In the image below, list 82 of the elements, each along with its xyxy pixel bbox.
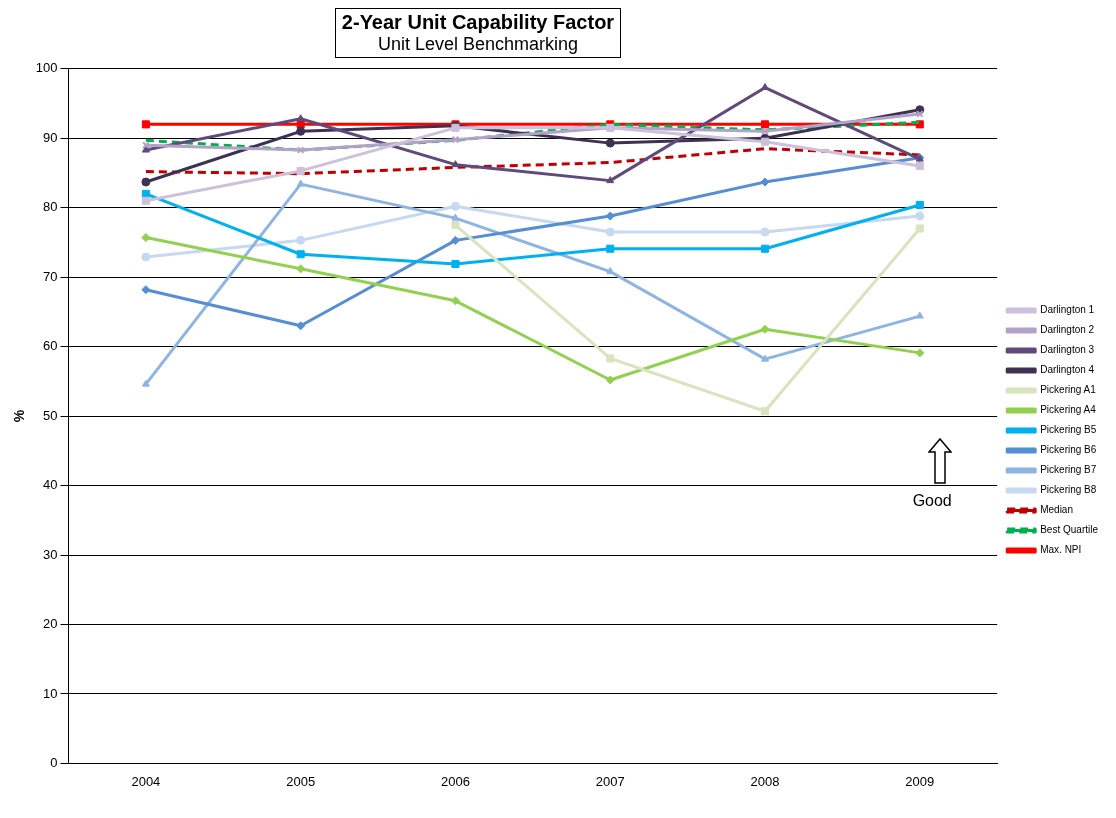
point bbox=[296, 146, 305, 154]
x-tick-label: 2007 bbox=[595, 773, 625, 789]
y-tick-label: 10 bbox=[43, 685, 58, 701]
point bbox=[606, 244, 615, 253]
y-tick-label: 100 bbox=[35, 60, 58, 76]
point bbox=[296, 250, 305, 259]
point bbox=[605, 375, 615, 385]
point bbox=[451, 135, 460, 144]
point bbox=[760, 227, 770, 237]
point bbox=[915, 200, 924, 209]
point bbox=[296, 235, 306, 245]
point bbox=[915, 348, 925, 358]
legend-label: Darlington 4 bbox=[1040, 364, 1095, 376]
point bbox=[915, 211, 925, 221]
point bbox=[605, 138, 615, 148]
point bbox=[141, 145, 150, 153]
point bbox=[450, 201, 460, 211]
legend-label: Darlington 2 bbox=[1040, 324, 1095, 336]
legend-label: Pickering A4 bbox=[1040, 404, 1097, 416]
point bbox=[296, 166, 305, 175]
y-tick-label: 90 bbox=[43, 129, 58, 145]
x-tick-label: 2005 bbox=[286, 773, 316, 789]
point bbox=[141, 285, 151, 295]
y-tick-label: 20 bbox=[43, 616, 58, 632]
x-tick-label: 2008 bbox=[750, 773, 780, 789]
point bbox=[296, 321, 306, 331]
point bbox=[296, 179, 305, 187]
point bbox=[296, 126, 306, 136]
point bbox=[761, 83, 769, 91]
legend-label: Pickering B5 bbox=[1040, 424, 1097, 436]
point bbox=[451, 221, 460, 230]
point bbox=[760, 177, 770, 187]
y-tick-label: 40 bbox=[43, 477, 58, 493]
point bbox=[605, 227, 615, 237]
legend-label: Darlington 3 bbox=[1040, 344, 1095, 356]
legend-label: Pickering B6 bbox=[1040, 444, 1097, 456]
point bbox=[451, 259, 460, 269]
chart-title: 2-Year Unit Capability Factor bbox=[341, 11, 615, 34]
point bbox=[915, 311, 924, 319]
point bbox=[450, 296, 460, 306]
point bbox=[296, 114, 305, 122]
y-tick-label: 50 bbox=[43, 407, 58, 423]
legend-label: Darlington 1 bbox=[1040, 304, 1095, 316]
legend-label: Median bbox=[1040, 504, 1074, 516]
point bbox=[450, 235, 460, 245]
point bbox=[141, 252, 151, 262]
line-series bbox=[144, 120, 922, 152]
y-tick-label: 60 bbox=[43, 338, 58, 354]
point bbox=[296, 120, 305, 129]
legend-label: Pickering B8 bbox=[1040, 484, 1097, 496]
chart-subtitle: Unit Level Benchmarking bbox=[376, 34, 580, 55]
point bbox=[760, 244, 770, 253]
point bbox=[606, 176, 615, 184]
legend-label: Max. NPI bbox=[1040, 544, 1082, 556]
point bbox=[760, 137, 770, 146]
point bbox=[141, 120, 150, 129]
legend-label: Pickering B7 bbox=[1040, 464, 1097, 476]
point bbox=[141, 379, 150, 387]
point bbox=[915, 162, 924, 171]
point bbox=[451, 160, 460, 168]
y-axis-title: % bbox=[11, 409, 28, 423]
point bbox=[606, 354, 615, 363]
x-tick-label: 2009 bbox=[905, 773, 935, 789]
point bbox=[760, 324, 770, 334]
x-tick-label: 2006 bbox=[440, 773, 470, 789]
point bbox=[141, 177, 151, 187]
point bbox=[760, 120, 770, 129]
y-tick-label: 70 bbox=[43, 268, 58, 284]
annotation: Good bbox=[912, 492, 952, 510]
point bbox=[915, 224, 924, 233]
point bbox=[761, 354, 769, 362]
x-tick-label: 2004 bbox=[131, 773, 161, 789]
point bbox=[605, 211, 615, 221]
point bbox=[141, 196, 150, 205]
y-tick-label: 0 bbox=[50, 754, 58, 770]
point bbox=[760, 407, 770, 416]
legend-label: Pickering A1 bbox=[1040, 384, 1097, 396]
y-tick-label: 30 bbox=[43, 546, 58, 562]
legend-label: Best Quartile bbox=[1040, 524, 1099, 536]
point bbox=[141, 233, 151, 243]
y-tick-label: 80 bbox=[43, 199, 58, 215]
point bbox=[451, 213, 460, 221]
